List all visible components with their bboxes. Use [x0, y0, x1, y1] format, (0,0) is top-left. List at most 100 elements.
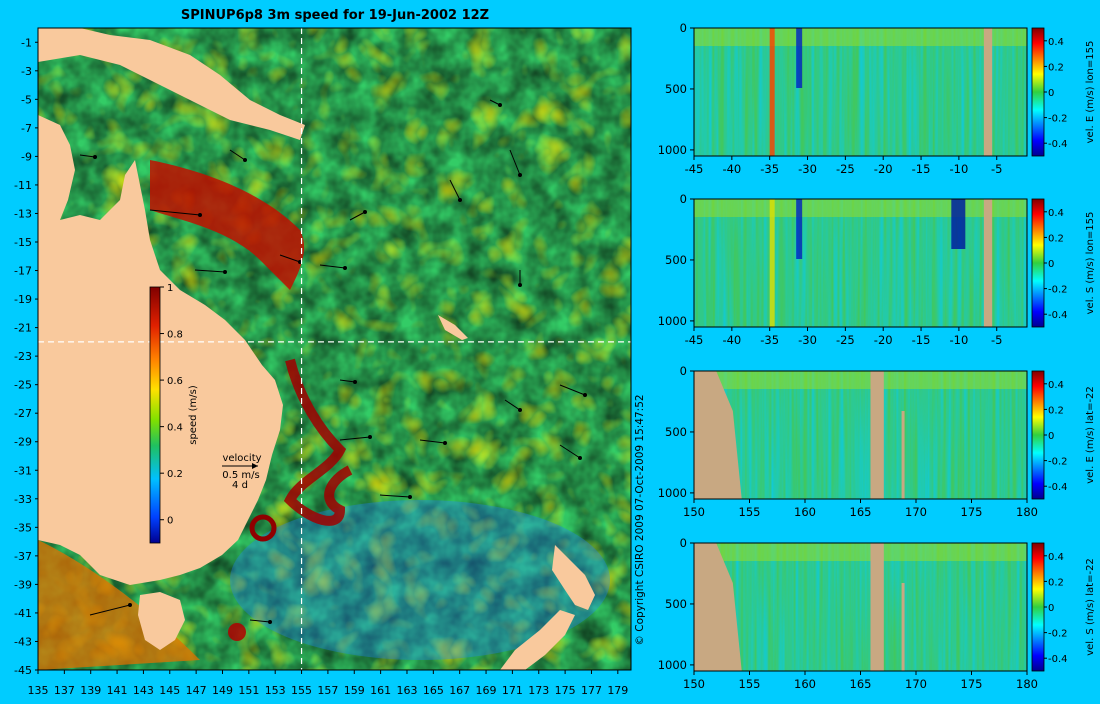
section-x-tick-label: 155 — [739, 677, 761, 691]
map-lon-tick-label: 159 — [344, 684, 365, 697]
speed-colorbar-tick-label: 0 — [167, 516, 173, 527]
section-y-tick-label: 500 — [665, 82, 687, 96]
section-colorbar-tick-label: 0.4 — [1048, 37, 1064, 48]
section-x-tick-label: 175 — [961, 677, 983, 691]
section-land — [901, 583, 905, 671]
map-lat-tick-label: -33 — [14, 493, 32, 506]
speed-colorbar-bar — [149, 286, 161, 544]
section-x-tick-label: -10 — [949, 333, 968, 347]
map-lat-tick-label: -15 — [14, 236, 32, 249]
section-x-tick-label: 170 — [905, 677, 927, 691]
map-frame — [37, 27, 632, 671]
map-lon-tick-label: 161 — [370, 684, 391, 697]
map-lon-tick-label: 151 — [238, 684, 259, 697]
map-land-australia — [38, 115, 283, 585]
map-lon-tick-label: 143 — [133, 684, 154, 697]
section-field-texture — [694, 199, 1027, 327]
section-colorbar-label: vel. E (m/s) lat=-22 — [1085, 386, 1096, 484]
section-y-tick-label: 1000 — [658, 314, 687, 328]
section-x-tick-label: -15 — [912, 333, 931, 347]
section-frame — [693, 27, 1028, 157]
section-strong-jet — [796, 28, 803, 88]
map-lat-tick-label: -3 — [21, 65, 32, 78]
map-land-new-caledonia — [438, 315, 468, 340]
section-frame — [693, 198, 1028, 328]
section-panel-4: 150 155 160 165 170 175 180 0 500 1000 0.4 0.2 0 -0.2… — [658, 536, 1096, 691]
section-x-tick-label: -20 — [874, 333, 893, 347]
speed-colorbar-tick-label: 1 — [167, 283, 173, 294]
section-colorbar-tick-label: 0 — [1048, 259, 1054, 270]
speed-map — [38, 28, 631, 670]
speed-colorbar-tick-label: 0.2 — [167, 469, 183, 480]
map-land-new-zealand-north — [552, 545, 595, 610]
map-land-new-zealand-south — [500, 610, 575, 670]
map-land-new-guinea — [38, 28, 305, 140]
map-land-tasmania — [138, 592, 185, 650]
map-lat-tick-label: -27 — [14, 407, 32, 420]
map-lon-tick-label: 149 — [212, 684, 233, 697]
map-lat-tick-label: -13 — [14, 207, 32, 220]
section-land — [694, 371, 742, 499]
section-x-tick-label: 150 — [683, 505, 705, 519]
map-lat-tick-label: -7 — [21, 122, 32, 135]
section-panel-2: -45 -40 -35 -30 -25 -20 -15 -10 -5 0 500 1000 0.4 0.2… — [658, 192, 1096, 347]
map-lat-tick-label: -9 — [21, 150, 32, 163]
map-lat-tick-label: -19 — [14, 293, 32, 306]
section-panel-3: 150 155 160 165 170 175 180 0 500 1000 0.4 0.2 0 -0.2… — [658, 364, 1096, 519]
section-surface-layer — [694, 543, 1027, 561]
section-y-tick-label: 1000 — [658, 658, 687, 672]
map-lat-tick-label: -35 — [14, 521, 32, 534]
section-colorbar-tick-label: 0 — [1048, 603, 1054, 614]
section-colorbar-tick-label: -0.4 — [1048, 654, 1068, 665]
section-colorbar-tick-label: -0.2 — [1048, 629, 1068, 640]
section-field — [694, 371, 1027, 499]
map-lon-tick-label: 147 — [186, 684, 207, 697]
map-lon-tick-label: 173 — [528, 684, 549, 697]
map-eddy-ring — [249, 514, 277, 542]
section-land — [870, 371, 884, 499]
section-y-tick-label: 0 — [680, 192, 687, 206]
map-eddy-small — [228, 623, 246, 641]
section-x-tick-label: 165 — [850, 505, 872, 519]
section-x-tick-label: -20 — [874, 162, 893, 176]
section-colorbar-tick-label: 0.2 — [1048, 405, 1064, 416]
section-x-tick-label: 180 — [1016, 677, 1038, 691]
section-colorbar-label: vel. S (m/s) lat=-22 — [1085, 558, 1096, 656]
section-field-texture — [694, 543, 1027, 671]
map-lon-tick-label: 135 — [28, 684, 49, 697]
map-lon-axis: 135 137 139 141 143 145 147 149 151 153 155 157 159 1… — [28, 670, 628, 697]
speed-colorbar-label: speed (m/s) — [188, 385, 199, 445]
section-strong-jet — [769, 28, 775, 156]
section-x-tick-label: 175 — [961, 505, 983, 519]
velocity-key-arrowhead — [252, 463, 258, 469]
section-strong-jet — [769, 199, 775, 327]
map-lon-tick-label: 179 — [607, 684, 628, 697]
map-lat-tick-label: -39 — [14, 578, 32, 591]
section-colorbar — [1031, 198, 1045, 328]
velocity-key-speed: 0.5 m/s — [222, 470, 259, 481]
map-lon-tick-label: 171 — [502, 684, 523, 697]
velocity-key-label: velocity — [222, 453, 261, 464]
map-fast-current-eac — [283, 358, 353, 526]
map-lat-axis: -1 -3 -5 -7 -9 -11 -13 -15 -17 -19 -21 -23 -25 -27 -29… — [14, 36, 38, 677]
section-y-tick-label: 500 — [665, 597, 687, 611]
section-surface-layer — [694, 199, 1027, 217]
speed-colorbar-tick-label: 0.4 — [167, 423, 183, 434]
section-x-tick-label: 150 — [683, 677, 705, 691]
section-field — [694, 543, 1027, 671]
section-land — [694, 543, 742, 671]
section-colorbar-tick-label: -0.2 — [1048, 457, 1068, 468]
map-lon-tick-label: 165 — [423, 684, 444, 697]
section-colorbar-tick-label: -0.4 — [1048, 482, 1068, 493]
speed-colorbar-tick-label: 0.6 — [167, 376, 183, 387]
map-lat-tick-label: -45 — [14, 664, 32, 677]
section-x-tick-label: -35 — [760, 162, 779, 176]
section-field-texture — [694, 28, 1027, 156]
section-y-tick-label: 500 — [665, 253, 687, 267]
section-colorbar-tick-label: 0.4 — [1048, 208, 1064, 219]
map-lon-tick-label: 139 — [80, 684, 101, 697]
map-lon-tick-label: 141 — [107, 684, 128, 697]
map-lat-tick-label: -23 — [14, 350, 32, 363]
section-x-tick-label: 155 — [739, 505, 761, 519]
